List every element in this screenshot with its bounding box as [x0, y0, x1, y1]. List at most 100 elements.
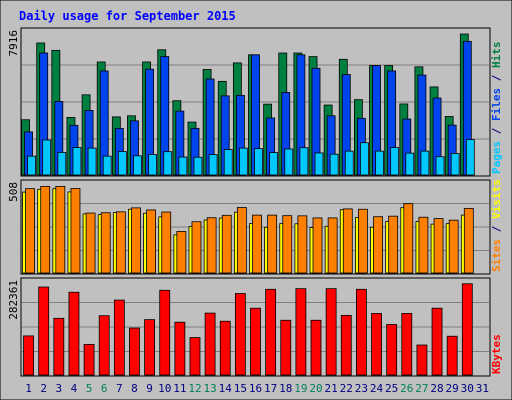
hits-panel: 7916 Pages / Files / Hits: [7, 27, 503, 177]
bar-kbytes-day-19: [295, 288, 307, 376]
bar-pages-day-23: [360, 142, 369, 176]
bar-kbytes-day-3: [53, 317, 65, 376]
bar-pages-day-13: [208, 154, 218, 176]
bar-pages-day-19: [299, 147, 309, 176]
day-label-27: 27: [415, 382, 428, 395]
bar-sites-day-28: [433, 218, 444, 274]
bar-sites-day-9: [146, 209, 156, 274]
series-axis-label: Pages / Files / Hits: [490, 42, 503, 175]
bar-sites-day-22: [342, 208, 353, 274]
series-axis-label-part: Files: [490, 88, 503, 121]
bar-pages-day-25: [390, 147, 400, 176]
day-label-11: 11: [173, 382, 186, 395]
bar-kbytes-day-12: [189, 337, 201, 376]
bar-kbytes-day-24: [371, 313, 382, 376]
bar-sites-day-3: [55, 185, 66, 274]
bar-sites-day-26: [403, 203, 414, 274]
bar-pages-day-29: [450, 153, 460, 176]
day-label-5: 5: [86, 382, 93, 395]
bar-kbytes-day-28: [431, 307, 443, 376]
day-label-22: 22: [340, 382, 353, 395]
day-label-13: 13: [203, 382, 216, 395]
bar-pages-day-22: [344, 150, 354, 176]
bar-pages-day-14: [223, 149, 233, 176]
bar-pages-day-20: [314, 152, 324, 176]
day-label-31: 31: [476, 382, 489, 395]
day-label-4: 4: [71, 382, 78, 395]
day-label-19: 19: [294, 382, 307, 395]
bar-kbytes-day-20: [310, 319, 322, 376]
bar-pages-day-17: [269, 152, 279, 176]
series-axis-label-part: /: [490, 219, 503, 239]
bar-pages-day-30: [465, 139, 475, 176]
day-label-30: 30: [461, 382, 474, 395]
bar-kbytes-day-10: [159, 289, 171, 376]
bar-pages-day-16: [254, 148, 263, 176]
bar-kbytes-day-23: [356, 288, 367, 376]
bar-sites-day-6: [100, 212, 111, 274]
scale-label: 282361: [7, 280, 20, 320]
series-axis-label: KBytes: [490, 334, 503, 374]
bar-sites-day-23: [358, 208, 368, 274]
bar-kbytes-day-17: [265, 288, 277, 376]
bar-kbytes-day-9: [144, 319, 155, 376]
bar-pages-day-12: [193, 156, 203, 176]
bar-kbytes-day-25: [386, 324, 398, 376]
bar-sites-day-11: [176, 231, 187, 274]
bar-pages-day-1: [27, 155, 36, 176]
series-axis-label-part: Pages: [490, 141, 503, 174]
series-axis-label: Sites / Visits: [490, 179, 503, 272]
bar-pages-day-27: [420, 150, 430, 176]
bar-kbytes-day-27: [416, 344, 428, 376]
day-label-28: 28: [430, 382, 443, 395]
bar-kbytes-day-7: [113, 299, 125, 376]
bar-kbytes-day-13: [204, 312, 216, 376]
bar-pages-day-5: [87, 147, 97, 176]
bar-kbytes-day-29: [446, 335, 458, 376]
bar-pages-day-6: [102, 155, 112, 176]
day-label-6: 6: [101, 382, 108, 395]
day-label-3: 3: [56, 382, 63, 395]
day-label-20: 20: [309, 382, 322, 395]
bar-sites-day-1: [25, 188, 35, 274]
chart-title: Daily usage for September 2015: [19, 9, 236, 23]
bar-kbytes-day-8: [129, 327, 140, 376]
bar-pages-day-15: [238, 147, 248, 176]
bar-sites-day-4: [70, 188, 81, 274]
bar-pages-day-4: [72, 147, 82, 176]
bar-kbytes-day-5: [83, 343, 95, 376]
day-label-26: 26: [400, 382, 413, 395]
visits-panel: 508 Sites / Visits: [7, 179, 503, 275]
scale-label: 508: [7, 182, 20, 202]
bar-sites-day-24: [373, 216, 383, 274]
day-label-7: 7: [116, 382, 123, 395]
series-axis-label-part: /: [490, 68, 503, 88]
day-label-24: 24: [370, 382, 384, 395]
bar-kbytes-day-1: [23, 335, 34, 376]
bar-sites-day-17: [267, 214, 278, 274]
day-label-23: 23: [355, 382, 368, 395]
bar-sites-day-20: [312, 217, 323, 274]
bar-kbytes-day-26: [401, 313, 413, 376]
kbytes-panel: 282361 KBytes: [7, 277, 503, 377]
series-axis-label-part: /: [490, 121, 503, 141]
day-label-12: 12: [188, 382, 201, 395]
day-label-10: 10: [158, 382, 171, 395]
day-label-29: 29: [446, 382, 459, 395]
day-label-14: 14: [219, 382, 233, 395]
bar-pages-day-10: [163, 151, 173, 176]
series-axis-label-part: Visits: [490, 179, 503, 219]
scale-label: 7916: [7, 30, 20, 57]
bar-pages-day-18: [284, 148, 294, 176]
bar-sites-day-12: [191, 221, 202, 274]
bar-pages-day-26: [405, 152, 415, 176]
day-labels: 1 2 3 4 5 6 7 8 9 10 11 12 13 14 15 16 17 18 19 20 21 22 23 24 2…: [25, 382, 489, 395]
bar-pages-day-11: [178, 156, 188, 176]
bar-sites-day-2: [40, 185, 51, 274]
bar-sites-day-21: [327, 217, 338, 274]
bar-kbytes-day-21: [325, 288, 337, 376]
bar-kbytes-day-16: [250, 307, 261, 376]
bar-pages-day-2: [42, 139, 52, 176]
bar-kbytes-day-4: [68, 291, 80, 376]
